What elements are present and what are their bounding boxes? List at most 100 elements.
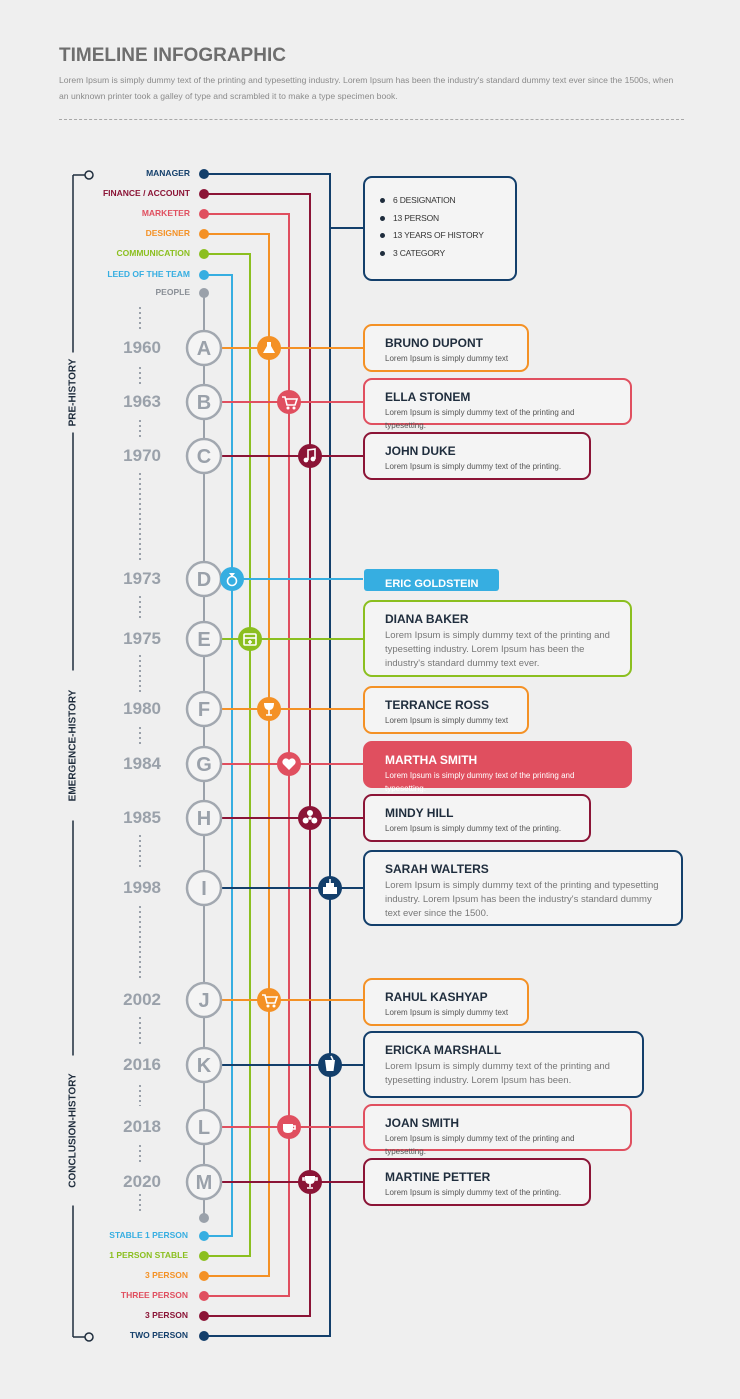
ring-icon <box>220 567 244 591</box>
event-card-e: DIANA BAKER Lorem Ipsum is simply dummy t… <box>363 600 632 677</box>
event-card-d: ERIC GOLDSTEIN <box>364 569 499 591</box>
label-dot <box>199 270 209 280</box>
event-text: Lorem Ipsum is simply dummy text of the … <box>385 630 610 669</box>
node-letter: G <box>196 754 212 776</box>
label-dot <box>199 288 209 298</box>
summary-card: 6 DESIGNATION 13 PERSON 13 YEARS OF HIST… <box>363 176 517 281</box>
event-node-b: B <box>185 383 363 421</box>
letter-node: L <box>185 1108 223 1146</box>
event-year: 1980 <box>123 699 161 718</box>
event-year: 1975 <box>123 629 161 648</box>
role-label: FINANCE / ACCOUNT <box>102 188 190 198</box>
outcome-label: STABLE 1 PERSON <box>109 1230 188 1240</box>
track-line-green <box>204 253 251 1257</box>
event-year: 1970 <box>123 446 161 465</box>
node-letter: H <box>197 808 211 830</box>
event-node-l: L <box>185 1108 363 1146</box>
node-letter: A <box>197 338 211 360</box>
event-text: Lorem Ipsum is simply dummy text of the … <box>385 771 575 793</box>
event-text: Lorem Ipsum is simply dummy text of the … <box>385 824 562 833</box>
event-year: 2002 <box>123 990 161 1009</box>
outcome-label: THREE PERSON <box>120 1290 188 1300</box>
node-letter: K <box>197 1055 212 1077</box>
label-dot <box>199 1331 209 1341</box>
event-node-i: I <box>185 869 363 907</box>
event-year: 1963 <box>123 392 161 411</box>
cake-icon <box>318 876 342 900</box>
label-dot <box>199 229 209 239</box>
role-label: COMMUNICATION <box>116 248 191 258</box>
letter-node: H <box>185 799 223 837</box>
event-name: SARAH WALTERS <box>385 862 489 876</box>
outcome-label: 3 PERSON <box>145 1270 188 1280</box>
event-year: 1984 <box>123 754 161 773</box>
event-card-h: MINDY HILL Lorem Ipsum is simply dummy te… <box>363 794 591 842</box>
track-line-maroon <box>204 193 311 1317</box>
outcome-label: 3 PERSON <box>145 1310 188 1320</box>
header-divider <box>59 119 684 120</box>
heart-icon <box>277 752 301 776</box>
letter-node: D <box>185 560 223 598</box>
node-letter: J <box>198 990 209 1012</box>
role-label: DESIGNER <box>145 228 190 238</box>
event-text: Lorem Ipsum is simply dummy text <box>385 1008 509 1017</box>
event-name: TERRANCE ROSS <box>385 698 490 712</box>
track-lines <box>204 173 363 1337</box>
event-name: ERIC GOLDSTEIN <box>385 578 479 590</box>
event-node-c: C <box>185 437 363 475</box>
event-text: Lorem Ipsum is simply dummy text of the … <box>385 1188 562 1197</box>
node-letter: M <box>196 1172 213 1194</box>
event-node-d: D <box>185 560 363 598</box>
track-line-orange <box>204 233 270 1277</box>
page-title: TIMELINE INFOGRAPHIC <box>59 45 286 66</box>
event-name: MINDY HILL <box>385 806 454 820</box>
letter-node: C <box>185 437 223 475</box>
event-card-g: MARTHA SMITH Lorem Ipsum is simply dummy … <box>363 741 632 793</box>
letter-node: K <box>185 1046 223 1084</box>
era-label: EMERGENCE-HISTORY <box>65 670 81 821</box>
cart-icon <box>257 988 281 1012</box>
label-dot <box>199 1231 209 1241</box>
node-letter: F <box>198 699 210 721</box>
event-year: 1998 <box>123 878 161 897</box>
event-year: 2020 <box>123 1172 161 1191</box>
event-card-k: ERICKA MARSHALL Lorem Ipsum is simply dum… <box>363 1031 644 1098</box>
role-label: PEOPLE <box>155 287 190 297</box>
letter-node: A <box>185 329 223 367</box>
event-text: Lorem Ipsum is simply dummy text <box>385 354 509 363</box>
event-text: Lorem Ipsum is simply dummy text of the … <box>385 462 562 471</box>
event-text: Lorem Ipsum is simply dummy text of the … <box>385 1061 610 1086</box>
summary-item: 13 PERSON <box>380 213 515 231</box>
flask-icon <box>257 336 281 360</box>
node-letter: L <box>198 1117 210 1139</box>
letter-node: I <box>185 869 223 907</box>
event-card-f: TERRANCE ROSS Lorem Ipsum is simply dummy… <box>363 686 529 734</box>
event-node-k: K <box>185 1046 363 1084</box>
event-node-j: J <box>185 981 363 1019</box>
bracket-end-dot <box>84 1332 94 1342</box>
label-dot <box>199 249 209 259</box>
event-name: MARTHA SMITH <box>385 753 478 767</box>
calendar-icon <box>238 627 262 651</box>
event-name: JOAN SMITH <box>385 1116 460 1130</box>
event-card-b: ELLA STONEM Lorem Ipsum is simply dummy t… <box>363 378 632 430</box>
event-node-m: M <box>185 1163 363 1201</box>
track-line-blue <box>204 274 233 1237</box>
event-node-h: H <box>185 799 363 837</box>
label-dot <box>199 1271 209 1281</box>
letter-node: G <box>185 745 223 783</box>
event-node-f: F <box>185 690 363 728</box>
letter-node: M <box>185 1163 223 1201</box>
node-letter: I <box>201 878 207 900</box>
label-dot <box>199 1311 209 1321</box>
cart-icon <box>277 390 301 414</box>
summary-item: 13 YEARS OF HISTORY <box>380 230 515 248</box>
bracket-end-dot <box>84 170 94 180</box>
summary-item: 6 DESIGNATION <box>380 195 515 213</box>
event-year: 1960 <box>123 338 161 357</box>
era-label: PRE-HISTORY <box>65 352 81 433</box>
event-name: BRUNO DUPONT <box>385 336 483 350</box>
outcome-label: 1 PERSON STABLE <box>109 1250 188 1260</box>
event-name: MARTINE PETTER <box>385 1170 491 1184</box>
